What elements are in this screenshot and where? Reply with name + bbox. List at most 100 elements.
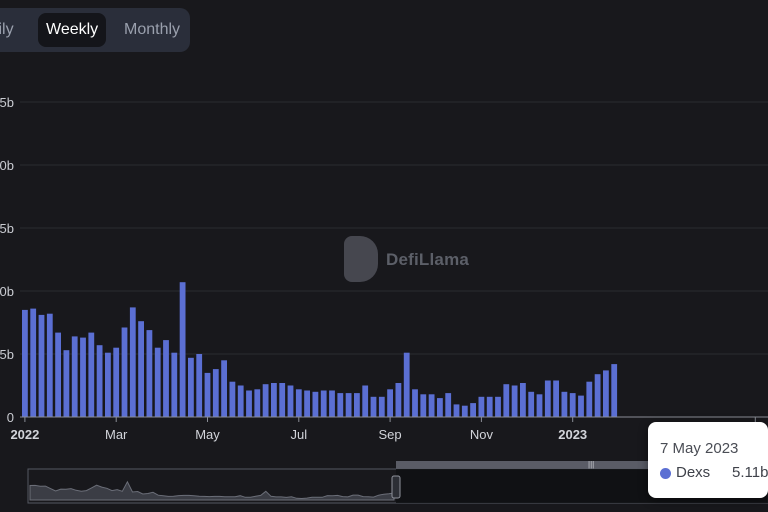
daily-tab[interactable]: Daily (0, 21, 14, 38)
bar[interactable] (138, 321, 144, 417)
bar[interactable] (470, 403, 476, 417)
bar[interactable] (204, 372, 211, 417)
bar[interactable] (163, 340, 169, 417)
y-tick-label: 10b (0, 284, 14, 299)
x-tick-label: May (195, 427, 220, 442)
brush-grip-icon[interactable]: ||| (588, 460, 594, 469)
y-tick-label: 0 (7, 410, 14, 425)
bar[interactable] (603, 370, 609, 417)
bar[interactable] (237, 385, 244, 418)
bar[interactable] (594, 374, 601, 417)
bar[interactable] (428, 394, 435, 417)
bar[interactable] (46, 313, 53, 417)
bars[interactable] (22, 282, 618, 418)
bar[interactable] (121, 327, 128, 418)
bar[interactable] (154, 347, 161, 417)
bar[interactable] (254, 389, 261, 417)
bar[interactable] (611, 364, 618, 417)
bar[interactable] (287, 385, 294, 418)
bar[interactable] (586, 381, 593, 417)
bar[interactable] (511, 385, 518, 418)
bar[interactable] (55, 332, 61, 417)
bar[interactable] (171, 352, 178, 417)
bar[interactable] (246, 390, 252, 418)
chart-tooltip: 7 May 2023 Dexs 5.11b (648, 422, 768, 498)
bar[interactable] (188, 357, 194, 417)
bar[interactable] (453, 404, 460, 417)
bar[interactable] (337, 393, 344, 417)
tooltip-date: 7 May 2023 (660, 440, 739, 457)
bar[interactable] (212, 369, 219, 417)
bar[interactable] (536, 394, 543, 417)
bar[interactable] (445, 393, 452, 417)
bar[interactable] (544, 380, 551, 418)
llama-logo-icon (344, 236, 378, 282)
granularity-toggle: Daily Weekly Monthly (0, 8, 190, 52)
bar[interactable] (105, 352, 111, 417)
bar[interactable] (30, 308, 37, 417)
bar[interactable] (129, 307, 136, 417)
bar[interactable] (262, 384, 269, 417)
bar[interactable] (96, 345, 103, 417)
bar[interactable] (553, 380, 559, 418)
x-tick-label: Nov (470, 427, 494, 442)
bar[interactable] (113, 347, 120, 417)
y-tick-label: 20b (0, 158, 14, 173)
bar[interactable] (528, 391, 535, 417)
bar[interactable] (38, 314, 45, 417)
bar[interactable] (520, 383, 526, 417)
series-dot-icon (660, 468, 671, 479)
y-tick-label: 5b (0, 347, 14, 362)
bar[interactable] (569, 393, 576, 417)
bar[interactable] (354, 393, 360, 417)
tooltip-value: 5.11b (732, 464, 768, 481)
bar[interactable] (387, 389, 393, 417)
bar[interactable] (370, 396, 377, 417)
defillama-watermark: DefiLlama (344, 236, 470, 284)
bar[interactable] (412, 389, 418, 417)
bar[interactable] (345, 393, 352, 417)
bar[interactable] (63, 350, 70, 417)
bar[interactable] (71, 336, 78, 417)
bar[interactable] (478, 396, 485, 417)
bar[interactable] (279, 383, 286, 417)
bar[interactable] (420, 394, 427, 417)
x-tick-label: Mar (105, 427, 128, 442)
watermark-text: DefiLlama (386, 250, 470, 269)
bar[interactable] (295, 389, 302, 417)
bar[interactable] (22, 309, 28, 417)
bar[interactable] (403, 352, 410, 417)
bar[interactable] (320, 390, 327, 418)
bar[interactable] (88, 332, 95, 417)
brush-selected-band[interactable] (396, 461, 768, 469)
bar[interactable] (221, 360, 227, 417)
bar[interactable] (271, 383, 277, 417)
y-tick-label: 15b (0, 221, 14, 236)
x-tick-label: Sep (379, 427, 402, 442)
bar[interactable] (578, 395, 584, 417)
bar[interactable] (329, 390, 335, 418)
bar[interactable] (561, 391, 568, 417)
bar[interactable] (486, 396, 493, 417)
x-tick-label: 2022 (10, 427, 39, 442)
bar[interactable] (378, 396, 385, 417)
bar[interactable] (80, 337, 86, 417)
grid-lines (20, 101, 768, 355)
brush-left-handle[interactable] (391, 475, 401, 499)
weekly-tab[interactable]: Weekly (38, 13, 107, 47)
bar[interactable] (304, 390, 310, 418)
bar[interactable] (312, 391, 319, 417)
bar[interactable] (146, 330, 153, 417)
bar[interactable] (461, 405, 468, 417)
bar[interactable] (229, 381, 236, 417)
x-tick-label: 2023 (558, 427, 587, 442)
bar[interactable] (362, 385, 369, 418)
tooltip-series: Dexs (676, 464, 711, 481)
bar[interactable] (503, 384, 510, 417)
bar[interactable] (196, 354, 203, 417)
bar[interactable] (395, 383, 402, 417)
bar[interactable] (437, 398, 443, 417)
bar[interactable] (179, 282, 186, 417)
bar[interactable] (495, 396, 501, 417)
monthly-tab[interactable]: Monthly (124, 21, 181, 38)
